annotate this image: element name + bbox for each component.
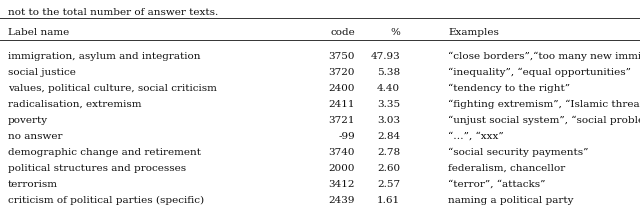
Text: demographic change and retirement: demographic change and retirement (8, 148, 201, 157)
Text: political structures and processes: political structures and processes (8, 164, 186, 173)
Text: 4.40: 4.40 (377, 84, 400, 93)
Text: “tendency to the right”: “tendency to the right” (448, 84, 570, 93)
Text: code: code (330, 28, 355, 37)
Text: not to the total number of answer texts.: not to the total number of answer texts. (8, 8, 218, 17)
Text: social justice: social justice (8, 68, 76, 77)
Text: 2000: 2000 (328, 164, 355, 173)
Text: 2.57: 2.57 (377, 180, 400, 189)
Text: 1.61: 1.61 (377, 196, 400, 205)
Text: Label name: Label name (8, 28, 69, 37)
Text: “inequality”, “equal opportunities”: “inequality”, “equal opportunities” (448, 68, 631, 77)
Text: Examples: Examples (448, 28, 499, 37)
Text: 3.03: 3.03 (377, 116, 400, 125)
Text: 2.78: 2.78 (377, 148, 400, 157)
Text: terrorism: terrorism (8, 180, 58, 189)
Text: 47.93: 47.93 (371, 52, 400, 61)
Text: 3412: 3412 (328, 180, 355, 189)
Text: 5.38: 5.38 (377, 68, 400, 77)
Text: 2.60: 2.60 (377, 164, 400, 173)
Text: radicalisation, extremism: radicalisation, extremism (8, 100, 141, 109)
Text: poverty: poverty (8, 116, 48, 125)
Text: 2411: 2411 (328, 100, 355, 109)
Text: 3720: 3720 (328, 68, 355, 77)
Text: %: % (390, 28, 400, 37)
Text: 3.35: 3.35 (377, 100, 400, 109)
Text: 3721: 3721 (328, 116, 355, 125)
Text: immigration, asylum and integration: immigration, asylum and integration (8, 52, 200, 61)
Text: values, political culture, social criticism: values, political culture, social critic… (8, 84, 217, 93)
Text: -99: -99 (339, 132, 355, 141)
Text: “close borders”,“too many new immigrants”: “close borders”,“too many new immigrants… (448, 52, 640, 61)
Text: criticism of political parties (specific): criticism of political parties (specific… (8, 196, 204, 205)
Text: naming a political party: naming a political party (448, 196, 573, 205)
Text: 2439: 2439 (328, 196, 355, 205)
Text: “social security payments”: “social security payments” (448, 148, 589, 157)
Text: federalism, chancellor: federalism, chancellor (448, 164, 565, 173)
Text: “terror”, “attacks”: “terror”, “attacks” (448, 180, 545, 189)
Text: “unjust social system”, “social problems”: “unjust social system”, “social problems… (448, 116, 640, 125)
Text: “fighting extremism”, “Islamic threat”: “fighting extremism”, “Islamic threat” (448, 100, 640, 109)
Text: “…”, “xxx”: “…”, “xxx” (448, 132, 504, 141)
Text: 3750: 3750 (328, 52, 355, 61)
Text: 2400: 2400 (328, 84, 355, 93)
Text: 3740: 3740 (328, 148, 355, 157)
Text: no answer: no answer (8, 132, 63, 141)
Text: 2.84: 2.84 (377, 132, 400, 141)
